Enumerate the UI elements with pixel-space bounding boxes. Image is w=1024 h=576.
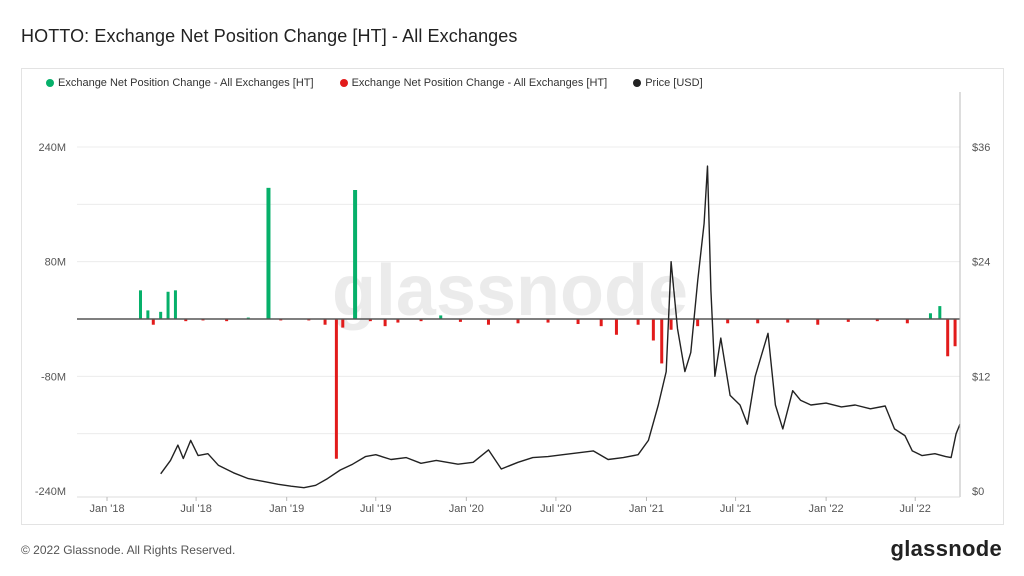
legend-dot-price bbox=[633, 79, 642, 87]
chart-legend: Exchange Net Position Change - All Excha… bbox=[46, 77, 729, 89]
legend-dot-negative bbox=[339, 79, 348, 87]
footer-copyright: © 2022 Glassnode. All Rights Reserved. bbox=[21, 543, 236, 557]
legend-label-price: Price [USD] bbox=[645, 77, 703, 89]
legend-item-positive[interactable]: Exchange Net Position Change - All Excha… bbox=[46, 77, 314, 89]
legend-item-price[interactable]: Price [USD] bbox=[633, 77, 703, 89]
legend-label-negative: Exchange Net Position Change - All Excha… bbox=[351, 77, 608, 89]
chart-title: HOTTO: Exchange Net Position Change [HT]… bbox=[21, 26, 518, 46]
footer-logo: glassnode bbox=[890, 536, 1002, 561]
legend-label-positive: Exchange Net Position Change - All Excha… bbox=[58, 77, 314, 89]
legend-item-negative[interactable]: Exchange Net Position Change - All Excha… bbox=[339, 77, 608, 89]
chart-frame bbox=[21, 68, 1004, 525]
legend-dot-positive bbox=[46, 79, 54, 87]
